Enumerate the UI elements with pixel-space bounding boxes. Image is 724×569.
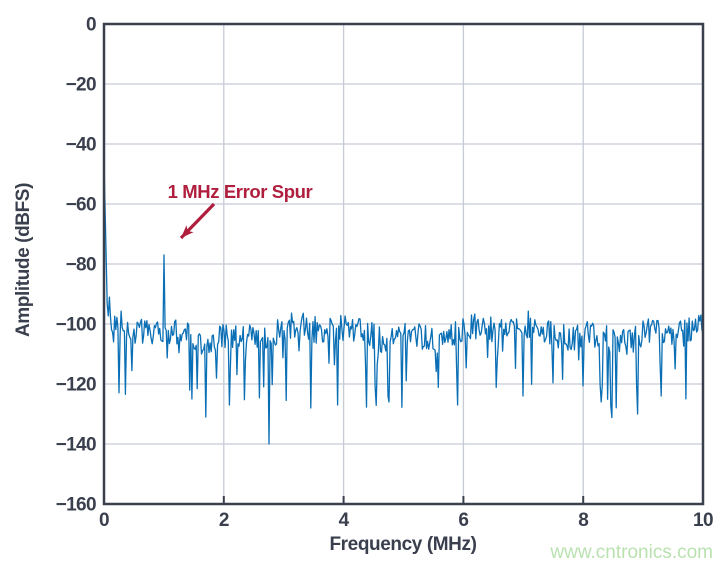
y-axis-title: Amplitude (dBFS) [13,183,34,337]
spectrum-trace [103,161,704,445]
plot-frame [102,22,705,506]
y-tick-label: −140 [56,435,96,456]
gridlines [104,24,703,504]
y-tick-label: −60 [66,195,96,216]
x-tick-labels: 0 2 4 6 8 10 [99,510,714,531]
y-tick-label: −100 [56,315,96,336]
error-spur-arrow [179,202,216,240]
x-tick-label: 10 [693,510,713,531]
y-tick-labels: 0 −20 −40 −60 −80 −100 −120 −140 −160 [56,15,97,516]
x-tick-label: 0 [99,510,109,531]
error-spur-annotation: 1 MHz Error Spur [168,181,313,240]
axis-ticks [222,496,585,504]
y-tick-label: 0 [86,15,96,36]
y-tick-label: −120 [56,375,96,396]
x-tick-label: 8 [578,510,588,531]
y-tick-label: −20 [66,75,96,96]
x-axis-title: Frequency (MHz) [329,534,476,555]
error-spur-label: 1 MHz Error Spur [168,181,313,202]
x-tick-label: 2 [219,510,229,531]
watermark: www.cntronics.com [549,542,713,563]
y-tick-label: −80 [66,255,96,276]
y-tick-label: −40 [66,135,96,156]
x-tick-label: 6 [458,510,468,531]
x-tick-label: 4 [339,510,350,531]
y-tick-label: −160 [56,495,96,516]
